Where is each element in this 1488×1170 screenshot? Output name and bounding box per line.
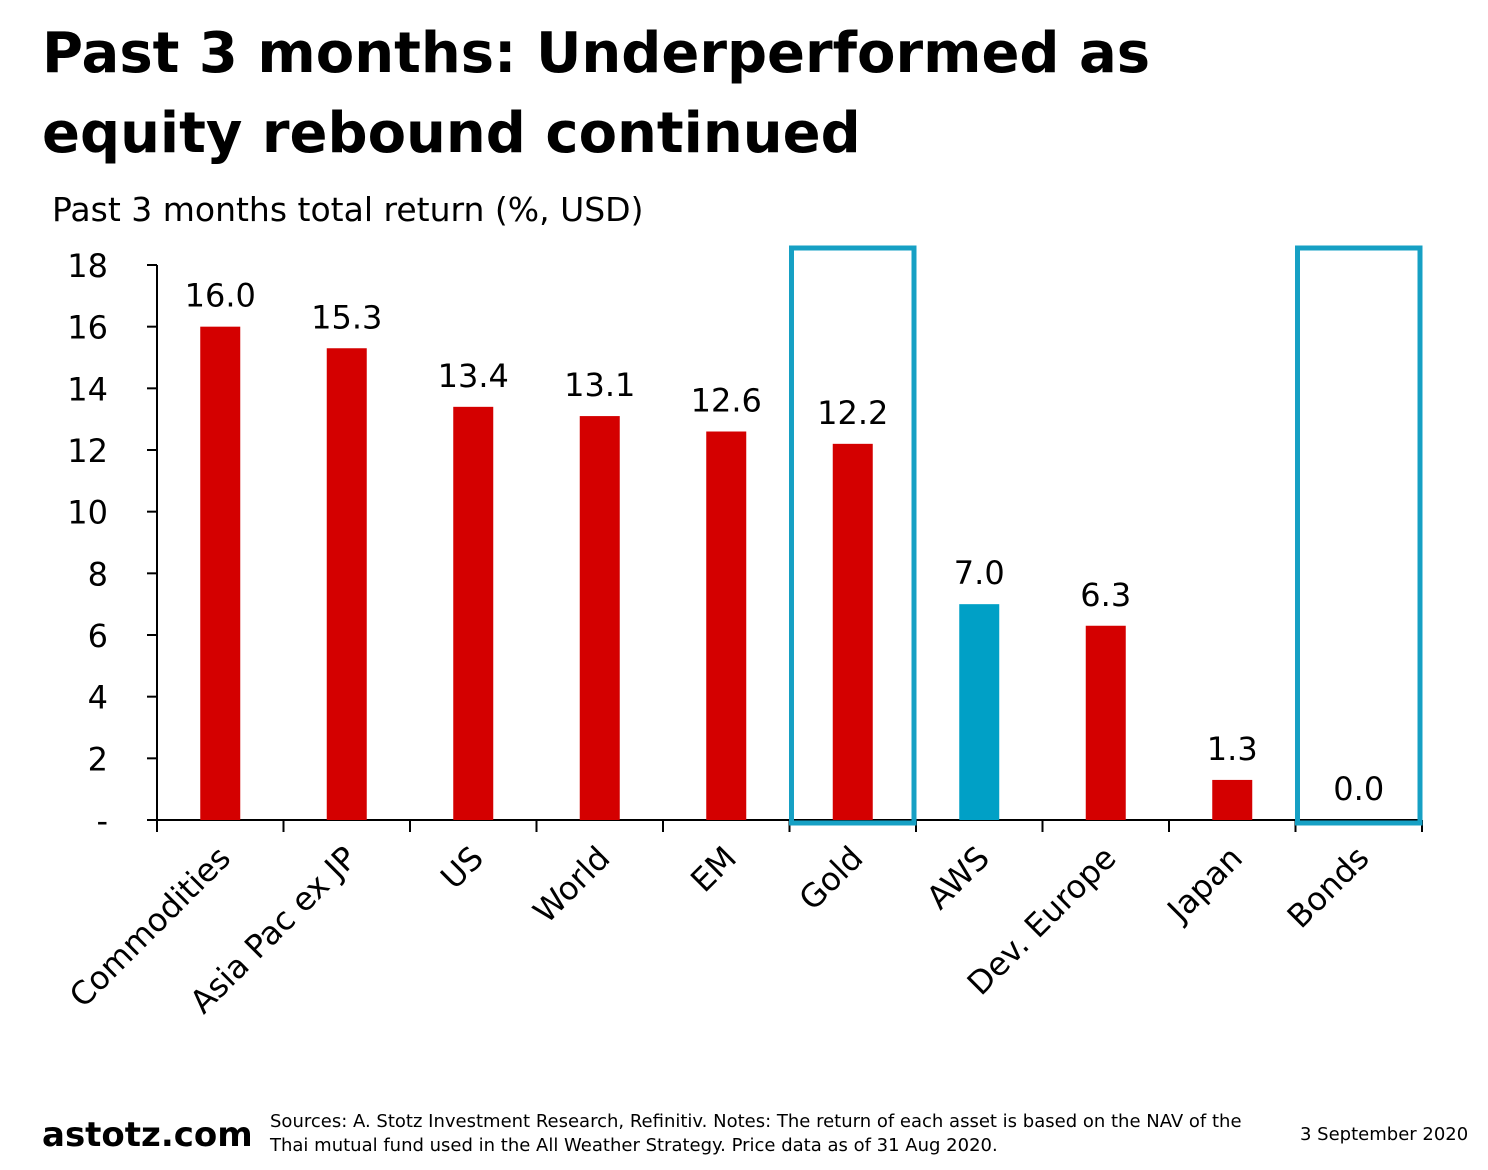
x-tick-label: EM bbox=[683, 839, 744, 900]
highlight-box bbox=[1295, 245, 1423, 826]
x-tick-label: AWS bbox=[919, 839, 997, 917]
value-label: 1.3 bbox=[1207, 730, 1258, 768]
bar bbox=[832, 443, 873, 820]
y-tick-label: 10 bbox=[67, 494, 108, 532]
y-tick-label: 6 bbox=[88, 617, 108, 655]
y-tick-label: 12 bbox=[67, 432, 108, 470]
bar bbox=[579, 416, 620, 820]
bar bbox=[706, 431, 747, 820]
bar bbox=[326, 348, 367, 820]
brand: astotz.com bbox=[42, 1115, 253, 1155]
x-tick-label: Bonds bbox=[1280, 839, 1377, 936]
bar bbox=[1085, 625, 1126, 820]
value-label: 15.3 bbox=[311, 298, 382, 336]
x-tick-label: US bbox=[433, 839, 491, 897]
value-label: 0.0 bbox=[1333, 770, 1384, 808]
date: 3 September 2020 bbox=[1300, 1124, 1469, 1145]
chart-title: Past 3 months: Underperformed as equity … bbox=[42, 21, 1151, 166]
bar bbox=[200, 326, 241, 820]
y-tick-label: 16 bbox=[67, 309, 108, 347]
y-tick-label: 14 bbox=[67, 370, 108, 408]
y-tick-label: 8 bbox=[88, 555, 108, 593]
bar bbox=[959, 604, 1000, 820]
value-label: 13.1 bbox=[564, 366, 635, 404]
x-tick-label: Japan bbox=[1159, 839, 1250, 930]
y-tick-label: 4 bbox=[88, 679, 108, 717]
value-label: 12.2 bbox=[817, 394, 888, 432]
highlight-box bbox=[789, 245, 917, 826]
value-label: 7.0 bbox=[954, 554, 1005, 592]
bar bbox=[453, 406, 494, 820]
value-label: 6.3 bbox=[1080, 576, 1131, 614]
x-tick-label: Gold bbox=[792, 839, 871, 918]
y-tick-label: 2 bbox=[88, 740, 108, 778]
value-label: 12.6 bbox=[691, 382, 762, 420]
y-tick-label: - bbox=[96, 802, 108, 840]
chart-subtitle: Past 3 months total return (%, USD) bbox=[52, 190, 644, 229]
x-tick-label: World bbox=[526, 839, 618, 931]
source-note: Sources: A. Stotz Investment Research, R… bbox=[270, 1111, 1242, 1156]
value-label: 13.4 bbox=[438, 357, 509, 395]
value-label: 16.0 bbox=[185, 277, 256, 315]
bar bbox=[1212, 779, 1253, 820]
y-tick-label: 18 bbox=[67, 247, 108, 285]
